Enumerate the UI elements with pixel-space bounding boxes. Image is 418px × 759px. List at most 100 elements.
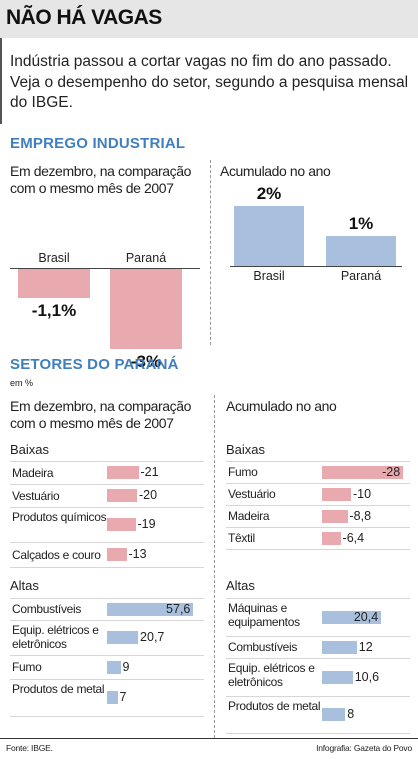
emprego-december-value-label: -1,1% (31, 301, 77, 321)
setores-december-row-label: Madeira (12, 465, 54, 480)
setores-december-bar (107, 602, 194, 616)
setores-december-row-separator (10, 567, 204, 568)
setores-december-row-separator (10, 655, 204, 656)
emprego-right-subtitle: Acumulado no ano (220, 163, 331, 179)
emprego-december-value-label: -3% (130, 352, 162, 371)
setores-december-row-separator (10, 716, 204, 717)
setores-december-row-separator (10, 620, 204, 621)
footer-line (0, 738, 418, 739)
setores-december-row-label: Equip. elétricos e eletrônicos (12, 623, 99, 651)
setores-accumulated-row-separator (226, 483, 410, 484)
emprego-accumulated-category-label: Brasil (253, 269, 285, 283)
left-altas-label: Altas (10, 578, 39, 593)
emprego-december-category-label: Brasil (38, 251, 70, 265)
setores-december-row-separator (10, 542, 204, 543)
setores-accumulated-value-label: -8,8 (349, 508, 372, 523)
setores-december-bar (107, 489, 137, 502)
setores-december-bar (107, 631, 139, 644)
title-band (0, 0, 418, 38)
page-title: NÃO HÁ VAGAS (6, 6, 162, 29)
setores-left-subtitle-1: Em dezembro, na comparação (10, 398, 192, 414)
setores-december-value-label: 7 (119, 690, 127, 704)
setores-accumulated-row-separator (226, 527, 410, 528)
setores-accumulated-row-separator (226, 658, 410, 659)
right-baixas-label: Baixas (226, 442, 266, 457)
intro-box (0, 38, 418, 124)
setores-december-row-separator (10, 507, 204, 508)
emprego-december-chart: Brasil -1,1% Paraná -3% (0, 240, 210, 371)
emprego-section-title: EMPREGO INDUSTRIAL (10, 135, 186, 152)
setores-accumulated-row-label: Produtos de metal (228, 699, 321, 713)
emprego-accumulated-value-label: 1% (348, 214, 374, 233)
setores-december-value-label: -20 (139, 488, 158, 502)
right-altas-label: Altas (226, 578, 255, 593)
setores-december-row-label: Produtos de metal (12, 682, 105, 696)
setores-accumulated-bar (322, 610, 382, 624)
setores-december-bar (107, 548, 127, 561)
setores-accumulated-row-separator (226, 549, 410, 550)
setores-accumulated-bar (322, 465, 404, 479)
setores-december-bar (107, 660, 121, 674)
setores-section-title: SETORES DO PARANÁ (10, 356, 179, 373)
setores-december-value-label: 9 (122, 659, 130, 674)
emprego-divider (210, 160, 211, 345)
setores-december-row-label: Produtos químicos (12, 510, 107, 524)
setores-december-row-label: Combustíveis (12, 602, 82, 616)
setores-accumulated-value-label: 20,4 (353, 609, 379, 624)
left-baixas-label: Baixas (10, 442, 50, 457)
setores-accumulated-value-label: -10 (353, 486, 372, 501)
setores-accumulated-row-label: Madeira (228, 509, 270, 523)
emprego-accumulated-value-label: 2% (256, 184, 282, 203)
emprego-accumulated-bar (326, 236, 396, 266)
emprego-december-category-label: Paraná (125, 251, 167, 265)
setores-accumulated-bar (322, 670, 353, 684)
setores-accumulated-value-label: -6,4 (342, 530, 365, 545)
setores-december-bar (107, 518, 136, 531)
setores-accumulated-bar (322, 531, 341, 545)
footer-credit: Infografia: Gazeta do Povo (316, 743, 412, 753)
setores-accumulated-row-separator (226, 461, 410, 462)
setores-accumulated-row-label: Equip. elétricos e eletrônicos (228, 661, 315, 689)
setores-december-bar (107, 691, 118, 704)
setores-accumulated-row-separator (226, 598, 410, 599)
emprego-december-bar (18, 269, 90, 299)
setores-accumulated-value-label: 12 (358, 639, 373, 654)
setores-accumulated-row-label: Têxtil (228, 531, 255, 545)
emprego-accumulated-baseline (230, 266, 402, 267)
setores-divider (214, 395, 215, 738)
setores-accumulated-row-label: Máquinas e equipamentos (228, 601, 300, 629)
setores-accumulated-row-label: Fumo (228, 465, 258, 479)
emprego-accumulated-category-label: Paraná (340, 269, 382, 283)
setores-accumulated-row-separator (226, 696, 410, 697)
setores-accumulated-value-label: 8 (347, 707, 355, 721)
setores-december-row-label: Fumo (12, 660, 42, 674)
intro-text: Indústria passou a cortar vagas no fim d… (10, 53, 409, 111)
emprego-december-baseline (10, 268, 200, 269)
setores-december-row-separator (10, 598, 204, 599)
setores-accumulated-row-label: Vestuário (228, 487, 276, 501)
setores-december-row-label: Vestuário (12, 488, 60, 503)
setores-accumulated-bar (322, 708, 346, 721)
emprego-left-subtitle-2: com o mesmo mês de 2007 (10, 180, 174, 196)
setores-accumulated-row-separator (226, 505, 410, 506)
setores-accumulated-value-label: 10,6 (354, 669, 380, 684)
setores-december-row-label: Calçados e couro (12, 547, 101, 562)
setores-accumulated-bar (322, 509, 348, 523)
setores-accumulated-value-label: -28 (382, 464, 401, 479)
emprego-accumulated-bar (234, 206, 304, 266)
setores-december-value-label: -21 (140, 465, 159, 479)
setores-december-row-separator (10, 461, 204, 462)
emprego-accumulated-chart: 2% Brasil 1% Paraná (212, 180, 418, 290)
setores-left-subtitle-2: com o mesmo mês de 2007 (10, 415, 174, 431)
setores-december-value-label: -19 (137, 517, 156, 531)
setores-accumulated-bar (322, 640, 357, 654)
setores-december-value-label: 20,7 (140, 630, 165, 644)
setores-december-row-separator (10, 484, 204, 485)
setores-december-row-separator (10, 679, 204, 680)
setores-accumulated-row-label: Combustíveis (228, 640, 298, 654)
footer-source: Fonte: IBGE. (6, 743, 53, 753)
setores-december-value-label: 57,6 (166, 601, 191, 616)
setores-right-subtitle: Acumulado no ano (226, 398, 337, 414)
setores-accumulated-row-separator (226, 733, 410, 734)
emprego-left-subtitle-1: Em dezembro, na comparação (10, 163, 192, 179)
